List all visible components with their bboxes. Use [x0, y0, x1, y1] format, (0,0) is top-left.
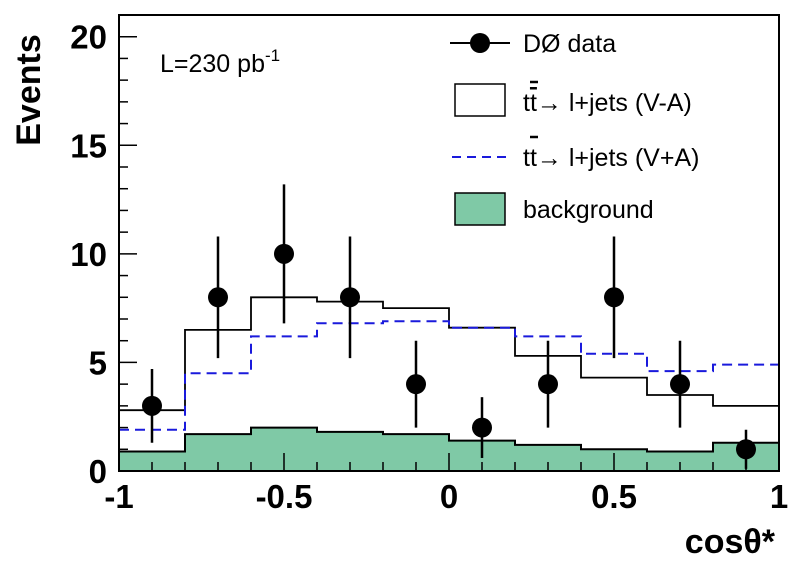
data-point	[142, 395, 162, 416]
legend-background-box	[454, 192, 506, 226]
y-axis-title: Events	[10, 34, 48, 146]
va-signal-line	[119, 296, 779, 412]
y-tick-label: 20	[70, 19, 107, 56]
legend-entry-vpa: tt→ l+jets (V+A)	[452, 135, 699, 172]
y-tick-label: 0	[89, 453, 107, 490]
luminosity-label: L=230 pb-1	[160, 46, 280, 78]
data-point	[472, 417, 492, 438]
x-tick-label: 0.5	[591, 478, 637, 515]
legend-label-va: tt→ l+jets (V-A)	[523, 89, 692, 117]
y-tick-label: 5	[89, 344, 107, 381]
data-point	[340, 287, 360, 308]
data-point	[538, 374, 558, 395]
x-axis-title: cosθ*	[685, 523, 776, 561]
background-outline	[119, 426, 779, 453]
legend-label-background: background	[523, 196, 654, 224]
x-tick-label: 1	[770, 478, 788, 515]
data-point	[274, 243, 294, 264]
y-tick-label: 15	[70, 127, 107, 164]
vpa-signal-line	[119, 320, 779, 431]
data-point	[736, 439, 756, 460]
legend-va-box	[454, 83, 506, 117]
legend-label-vpa: tt→ l+jets (V+A)	[523, 144, 699, 172]
histogram-lines-layer	[119, 296, 779, 453]
legend: DØ data tt→ l+jets (V-A) tt→ l+jets (V+A…	[450, 30, 699, 226]
legend-entry-va: tt→ l+jets (V-A)	[454, 80, 692, 117]
legend-entry-data: DØ data	[450, 30, 616, 58]
x-tick-label: 0	[440, 478, 458, 515]
y-tick-label: 10	[70, 236, 107, 273]
data-points-layer	[142, 184, 756, 469]
legend-data-marker	[470, 33, 490, 53]
data-point	[670, 374, 690, 395]
legend-entry-background: background	[454, 192, 654, 226]
x-tick-label: -0.5	[256, 478, 313, 515]
data-point	[604, 287, 624, 308]
data-point	[208, 287, 228, 308]
legend-label-data: DØ data	[523, 30, 616, 58]
x-tick-label: -1	[104, 478, 133, 515]
data-point	[406, 374, 426, 395]
